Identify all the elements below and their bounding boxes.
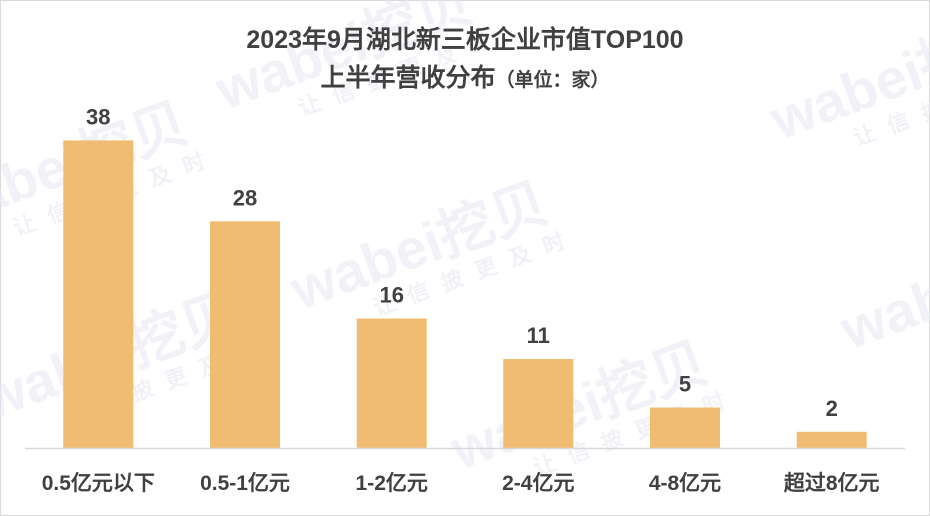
x-tick-label-4: 4-8亿元 — [649, 471, 721, 495]
data-label-5: 2 — [826, 396, 838, 421]
bar-5 — [796, 431, 867, 448]
bar-2 — [356, 318, 427, 448]
bar-4 — [650, 407, 720, 448]
data-label-1: 28 — [233, 185, 257, 210]
data-label-2: 16 — [379, 283, 403, 308]
bar-0 — [63, 140, 134, 448]
unit-label: （单位：家） — [495, 70, 610, 91]
chart-title: 2023年9月湖北新三板企业市值TOP100 — [246, 26, 684, 54]
x-tick-label-5: 超过8亿元 — [784, 471, 880, 495]
bar-1 — [210, 221, 280, 448]
data-label-0: 38 — [86, 104, 110, 129]
x-tick-label-3: 2-4亿元 — [502, 471, 574, 495]
data-label-3: 11 — [527, 323, 550, 348]
x-tick-label-0: 0.5亿元以下 — [42, 471, 155, 495]
chart-subtitle-text: 上半年营收分布 — [320, 64, 496, 92]
bar-3 — [503, 359, 574, 448]
x-tick-label-1: 0.5-1亿元 — [200, 471, 290, 495]
chart-subtitle: 上半年营收分布（单位：家） — [0, 58, 930, 94]
x-tick-label-2: 1-2亿元 — [356, 471, 428, 495]
data-label-4: 5 — [679, 372, 691, 397]
